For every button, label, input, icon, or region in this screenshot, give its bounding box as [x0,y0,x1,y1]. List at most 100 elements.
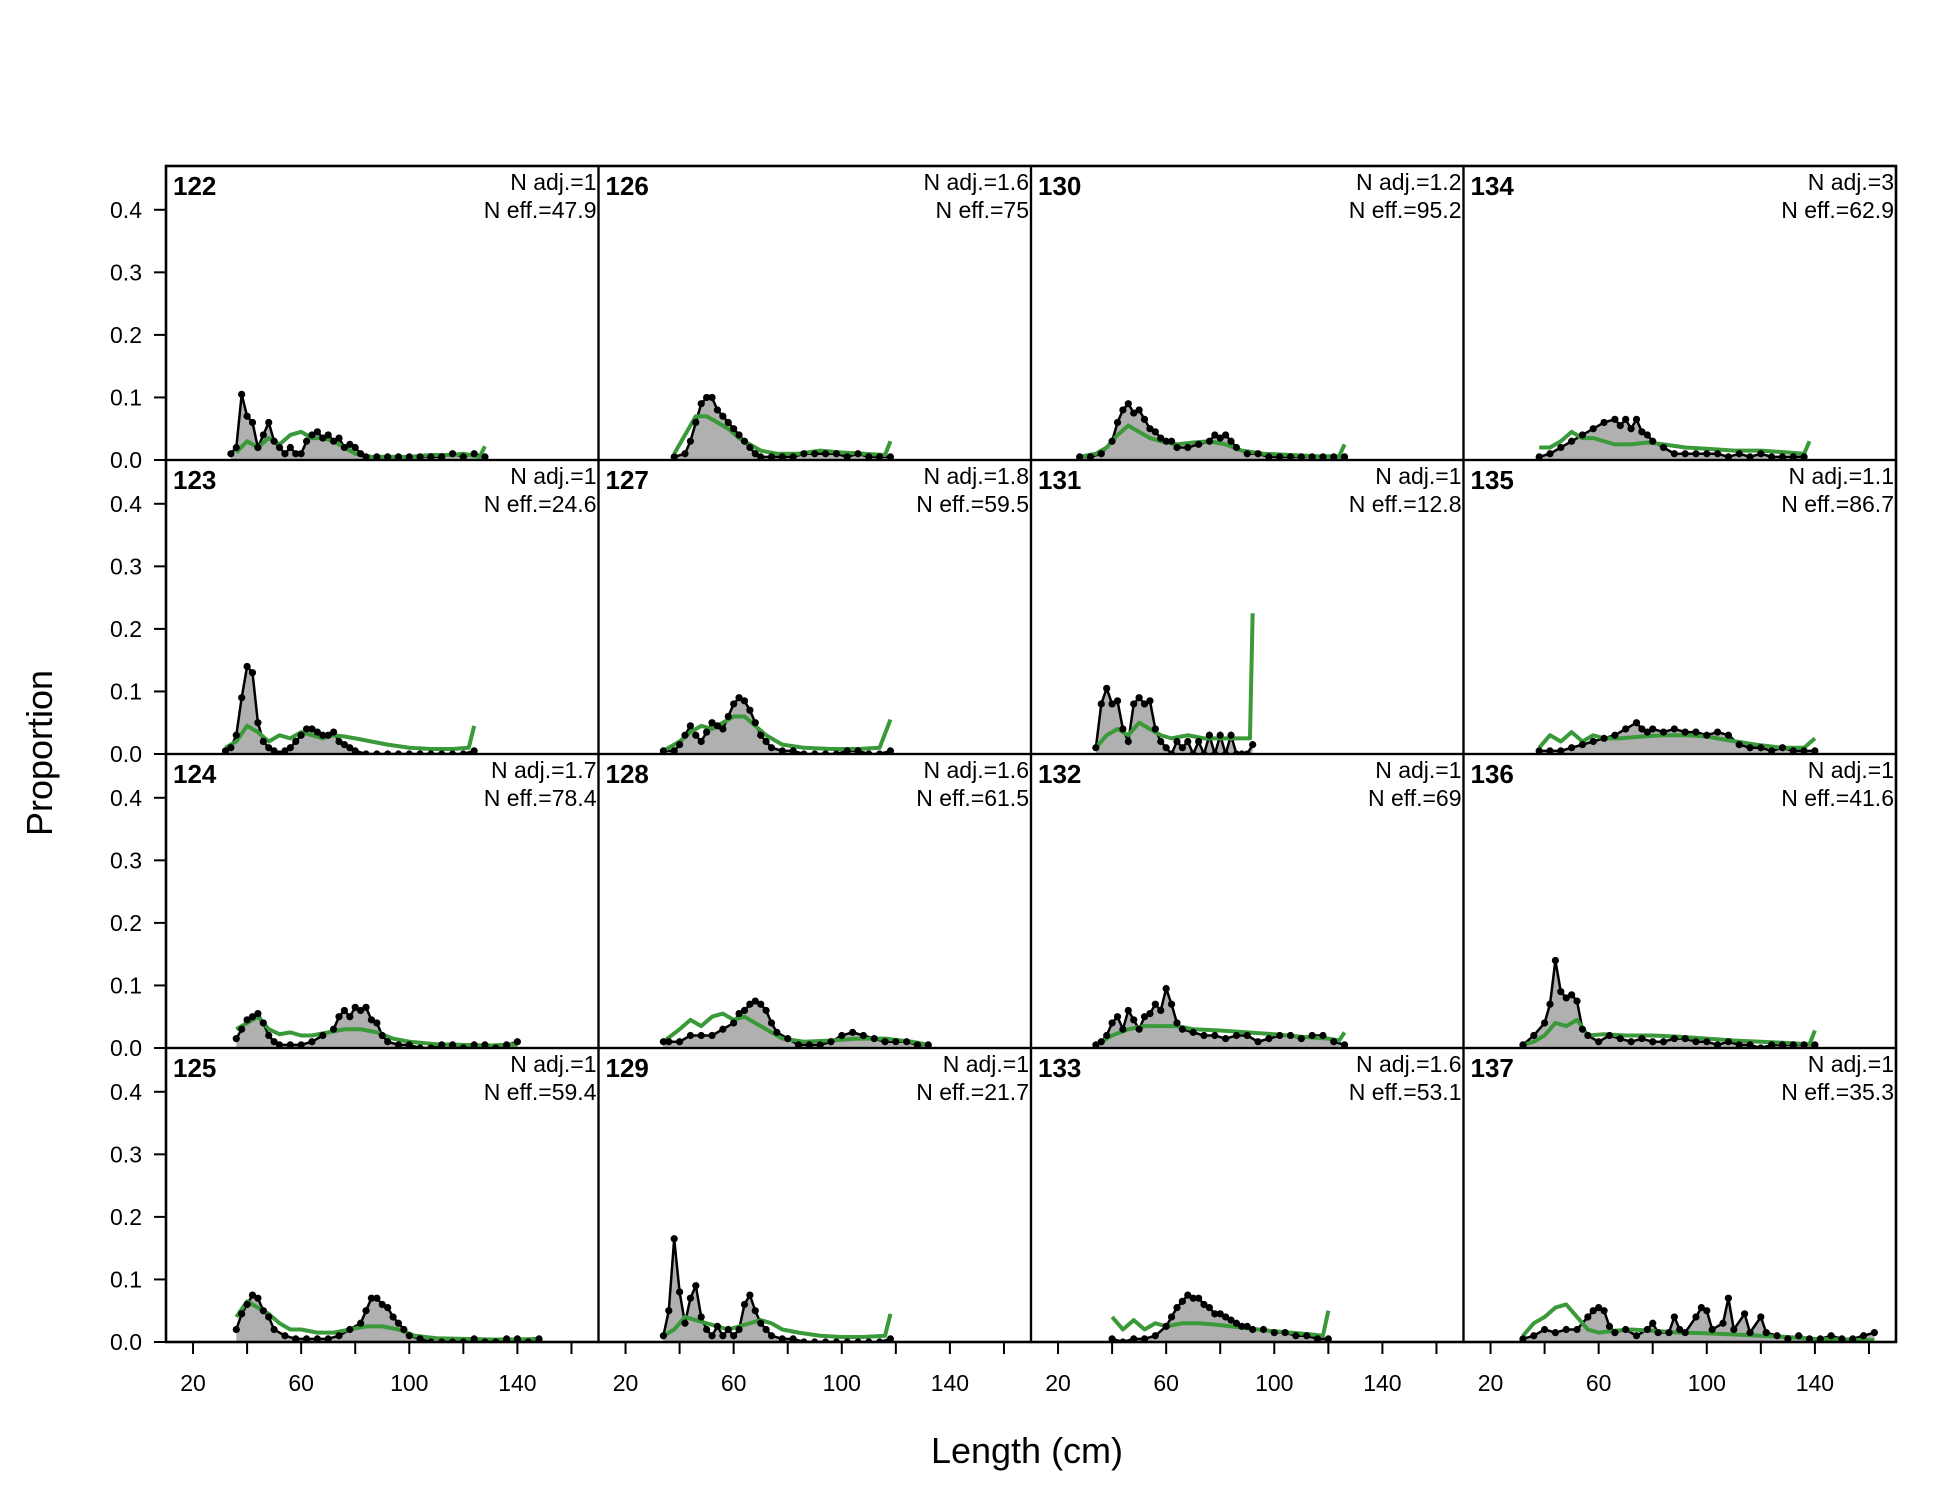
observed-point [357,1319,365,1327]
observed-point [1281,1329,1289,1337]
observed-point [681,731,689,739]
observed-point [1719,1319,1727,1327]
observed-point [778,747,786,754]
observed-point [1324,1335,1332,1342]
observed-point [697,1031,705,1040]
observed-point [1254,1038,1262,1046]
observed-point [713,406,722,414]
observed-point [1659,1038,1668,1046]
observed-point [746,1291,754,1299]
observed-point [1162,1322,1170,1330]
observed-point [1319,453,1327,460]
observed-point [292,737,300,746]
observed-point [351,747,359,754]
observed-point [238,694,246,702]
n-adj-label: N adj.=1.8 [924,463,1030,489]
n-eff-label: N eff.=53.1 [1349,1079,1462,1105]
y-tick-label: 0.3 [110,847,142,873]
observed-point [681,450,689,458]
observed-point [1562,994,1570,1002]
observed-point [362,1003,370,1011]
observed-point [302,1335,311,1342]
observed-point [713,1322,722,1330]
panel-label: 136 [1471,759,1514,789]
observed-point [1297,1035,1305,1043]
observed-point [384,453,392,460]
observed-point [438,1041,446,1048]
observed-point [1540,1325,1549,1334]
observed-point [297,450,305,458]
observed-point [1259,1325,1268,1334]
observed-point [1124,737,1132,746]
observed-point [1573,997,1581,1005]
observed-point [767,453,776,460]
observed-point [302,437,311,445]
observed-point [248,1291,257,1299]
observed-point [1211,1031,1219,1040]
n-eff-label: N eff.=69 [1368,785,1462,811]
observed-point [1243,1031,1251,1040]
observed-point [313,1335,321,1342]
observed-point [1151,1332,1159,1340]
observed-point [1681,1035,1689,1043]
observed-area [1539,722,1815,754]
observed-point [281,747,289,754]
observed-point [681,1319,689,1327]
observed-area [230,394,485,460]
panel-131: 131 N adj.=1N eff.=12.8 [1029,458,1465,756]
panel-label: 132 [1038,759,1081,789]
x-tick-label: 60 [1586,1370,1612,1396]
observed-point [1130,409,1138,417]
observed-point [259,431,267,439]
observed-point [1249,1325,1257,1334]
observed-line [1079,401,1345,459]
observed-point [1211,1310,1219,1318]
observed-point [1638,725,1646,733]
y-tick-label: 0.2 [110,910,142,936]
observed-point [1584,1313,1592,1321]
observed-point [254,1009,262,1018]
observed-point [1135,1025,1143,1033]
observed-point [1670,1313,1678,1321]
y-tick-label: 0.2 [110,616,142,642]
observed-point [686,1294,695,1302]
observed-point [1308,453,1316,460]
observed-line [673,396,891,459]
observed-point [1173,1019,1181,1027]
observed-point [308,725,316,733]
n-eff-label: N eff.=41.6 [1781,785,1894,811]
observed-point [1178,744,1186,752]
observed-point [1584,1031,1592,1040]
y-tick-label: 0.1 [110,384,142,410]
observed-point [1600,734,1608,742]
observed-point [735,1009,743,1018]
observed-point [1286,453,1295,460]
observed-point [227,450,235,458]
observed-point [265,1313,273,1321]
observed-point [1194,737,1203,746]
observed-point [232,443,240,452]
observed-point [746,1000,754,1008]
panel-label: 133 [1038,1053,1081,1083]
observed-point [1730,1325,1738,1334]
observed-point [1622,1325,1630,1334]
observed-point [1113,1013,1122,1021]
panel-135: 135 N adj.=1.1N eff.=86.7 [1462,458,1898,756]
observed-point [1265,1035,1273,1043]
observed-point [1557,988,1565,996]
observed-point [1703,731,1711,739]
observed-point [762,1325,770,1334]
observed-point [470,1041,478,1048]
observed-point [1232,443,1241,452]
observed-point [1670,450,1678,458]
observed-point [243,662,251,671]
observed-point [730,1019,738,1027]
observed-point [1768,747,1776,754]
observed-point [1243,1322,1251,1330]
panel-label: 137 [1471,1053,1514,1083]
observed-point [1216,731,1224,739]
observed-point [238,1310,246,1318]
observed-point [1308,1031,1316,1040]
observed-point [1313,1335,1322,1342]
